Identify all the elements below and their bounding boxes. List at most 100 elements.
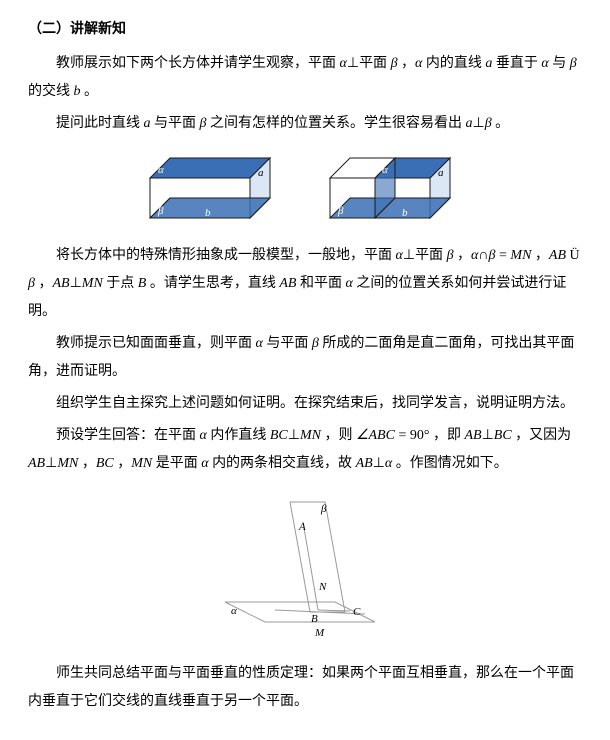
label-b: b	[205, 207, 211, 219]
sym-perp: ⊥	[403, 248, 415, 263]
label-a: a	[258, 167, 264, 179]
text: 教师提示已知面面垂直，则平面	[56, 336, 256, 351]
sym-AB: AB	[28, 456, 45, 471]
text: 内作直线	[207, 428, 270, 443]
sym-a: a	[144, 116, 151, 131]
sym-alpha: α	[200, 428, 207, 443]
text: ，又因为	[512, 428, 572, 443]
text: 平面	[415, 248, 447, 263]
label-beta: β	[157, 205, 164, 217]
sym-beta: β	[28, 276, 35, 291]
text: 。	[492, 116, 510, 131]
sym-perp: ⊥	[472, 116, 484, 131]
figure-planes: A B C M N α β	[28, 492, 582, 642]
cuboid-1: a b α β	[140, 148, 290, 228]
sym-perp: ⊥	[70, 276, 82, 291]
sym-cap: ∩	[478, 248, 488, 263]
text: 和平面	[296, 276, 345, 291]
text: ，	[78, 456, 96, 471]
text: Ü	[566, 248, 580, 263]
text: 组织学生自主探究上述问题如何证明。在探究结束后，找同学发言，说明证明方法。	[56, 396, 574, 411]
sym-eq: =	[395, 428, 410, 443]
text: 与	[549, 56, 570, 71]
text: 。	[81, 84, 99, 99]
figure-cuboids: a b α β a b α β	[28, 148, 582, 228]
sym-alpha: α	[396, 248, 403, 263]
section-heading: （二）讲解新知	[28, 16, 582, 44]
text: 。作图情况如下。	[392, 456, 508, 471]
text: 与平面	[263, 336, 312, 351]
paragraph-2: 提问此时直线 a 与平面 β 之间有怎样的位置关系。学生很容易看出 a⊥β 。	[28, 110, 582, 138]
label-alpha: α	[158, 164, 164, 176]
text: ，	[454, 248, 472, 263]
label-beta: β	[337, 205, 344, 217]
sym-perp: ⊥	[347, 56, 359, 71]
text: ，即	[429, 428, 464, 443]
sym-BC: BC	[494, 428, 512, 443]
sym-90: 90°	[410, 428, 430, 443]
sym-MN: MN	[131, 456, 152, 471]
sym-AB: AB	[464, 428, 481, 443]
planes-diagram: A B C M N α β	[215, 492, 395, 642]
sym-beta: β	[391, 56, 398, 71]
sym-BC: BC	[270, 428, 288, 443]
label-C: C	[353, 606, 361, 618]
label-b: b	[402, 207, 408, 219]
text: ，则	[321, 428, 356, 443]
label-alpha: α	[231, 605, 237, 617]
paragraph-7: 师生共同总结平面与平面垂直的性质定理：如果两个平面互相垂直，那么在一个平面内垂直…	[28, 660, 582, 716]
text: 平面	[359, 56, 391, 71]
sym-perp: ⊥	[482, 428, 494, 443]
sym-beta: β	[570, 56, 577, 71]
label-N: N	[318, 581, 327, 593]
label-beta: β	[320, 503, 327, 515]
text: 内的直线	[422, 56, 485, 71]
sym-beta: β	[489, 248, 496, 263]
sym-beta: β	[312, 336, 319, 351]
sym-perp: ⊥	[45, 456, 57, 471]
sym-alpha: α	[256, 336, 263, 351]
sym-MN: MN	[510, 248, 531, 263]
sym-MN: MN	[82, 276, 103, 291]
paragraph-4: 教师提示已知面面垂直，则平面 α 与平面 β 所成的二面角是直二面角，可找出其平…	[28, 330, 582, 386]
text: 的交线	[28, 84, 74, 99]
text: 垂直于	[492, 56, 541, 71]
text: 师生共同总结平面与平面垂直的性质定理：如果两个平面互相垂直，那么在一个平面内垂直…	[28, 666, 574, 709]
label-M: M	[314, 627, 325, 639]
sym-AB: AB	[279, 276, 296, 291]
sym-AB: AB	[52, 276, 69, 291]
sym-alpha: α	[201, 456, 208, 471]
text: 将长方体中的特殊情形抽象成一般模型，一般地，平面	[56, 248, 396, 263]
text: ，	[398, 56, 416, 71]
text: 提问此时直线	[56, 116, 144, 131]
label-a: a	[438, 167, 444, 179]
text: ，	[531, 248, 549, 263]
sym-angleABC: ∠ABC	[356, 428, 395, 443]
sym-alpha: α	[340, 56, 347, 71]
label-alpha: α	[382, 164, 388, 176]
sym-b: b	[74, 84, 81, 99]
sym-perp: ⊥	[288, 428, 300, 443]
text: 之间有怎样的位置关系。学生很容易看出	[206, 116, 465, 131]
paragraph-5: 组织学生自主探究上述问题如何证明。在探究结束后，找同学发言，说明证明方法。	[28, 390, 582, 418]
text: 于点	[103, 276, 138, 291]
sym-MN: MN	[57, 456, 78, 471]
text: 与平面	[151, 116, 200, 131]
sym-BC: BC	[96, 456, 114, 471]
sym-AB: AB	[356, 456, 373, 471]
sym-MN: MN	[300, 428, 321, 443]
text: 教师展示如下两个长方体并请学生观察，平面	[56, 56, 340, 71]
paragraph-3: 将长方体中的特殊情形抽象成一般模型，一般地，平面 α⊥平面 β ，α∩β = M…	[28, 242, 582, 326]
text: 。请学生思考，直线	[146, 276, 279, 291]
text: 内的两条相交直线，故	[209, 456, 356, 471]
text: 是平面	[152, 456, 201, 471]
text: ，	[114, 456, 132, 471]
sym-alpha: α	[345, 276, 352, 291]
paragraph-1: 教师展示如下两个长方体并请学生观察，平面 α⊥平面 β ，α 内的直线 a 垂直…	[28, 50, 582, 106]
paragraph-6: 预设学生回答：在平面 α 内作直线 BC⊥MN ，则 ∠ABC = 90° ，即…	[28, 422, 582, 478]
text: ，	[35, 276, 53, 291]
text: 预设学生回答：在平面	[56, 428, 200, 443]
sym-perp: ⊥	[373, 456, 385, 471]
label-B: B	[311, 613, 318, 625]
sym-beta: β	[447, 248, 454, 263]
